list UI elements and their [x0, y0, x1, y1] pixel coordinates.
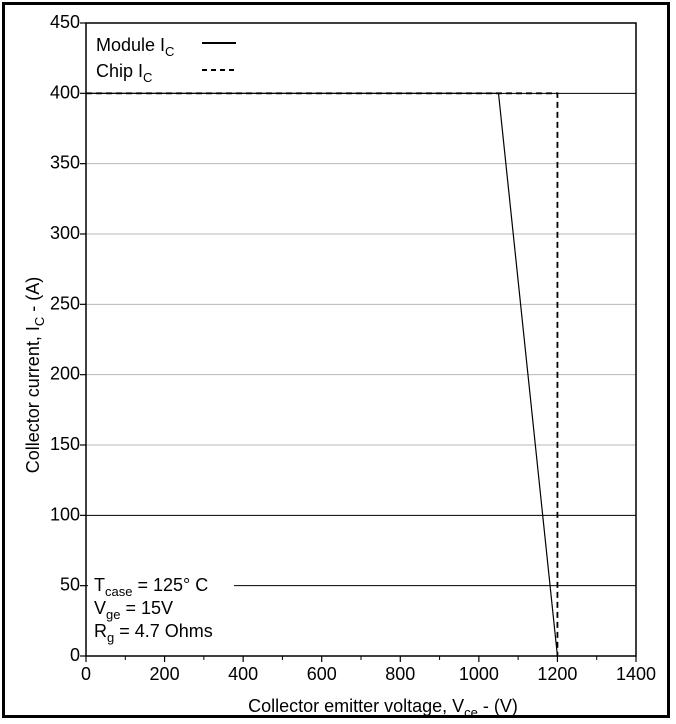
plot-area-border [85, 22, 637, 657]
x-axis-title: Collector emitter voltage, Vce - (V) [248, 696, 518, 720]
annotation-tcase: Tcase = 125° C [94, 575, 208, 599]
x-tick-label-600: 600 [307, 664, 337, 684]
y-tick-label-350: 350 [50, 153, 80, 173]
y-tick-label-450: 450 [50, 12, 80, 32]
y-tick-label-250: 250 [50, 293, 80, 313]
legend-chip-sub: C [143, 70, 152, 85]
y-tick-label-0: 0 [70, 645, 80, 665]
x-tick-label-800: 800 [385, 664, 415, 684]
annotation-background [88, 573, 234, 645]
legend: Module IC Chip IC [96, 35, 236, 85]
y-tick-label-300: 300 [50, 223, 80, 243]
x-tick-label-1400: 1400 [616, 664, 656, 684]
legend-module-label: Module I [96, 35, 165, 55]
annotation-rg: Rg = 4.7 Ohms [94, 621, 213, 645]
series-layer [86, 92, 559, 657]
y-tick-label-200: 200 [50, 364, 80, 384]
legend-chip-label: Chip I [96, 61, 143, 81]
legend-entry-module: Module IC [96, 35, 174, 59]
conditions-annotation: Tcase = 125° C Vge = 15V Rg = 4.7 Ohms [88, 573, 234, 645]
legend-module-sub: C [165, 44, 174, 59]
legend-entry-chip: Chip IC [96, 61, 152, 85]
y-tick-label-150: 150 [50, 434, 80, 454]
annotation-vge: Vge = 15V [94, 598, 173, 622]
x-tick-label-1000: 1000 [459, 664, 499, 684]
x-tick-label-1200: 1200 [537, 664, 577, 684]
grid-layer [86, 92, 636, 587]
y-tick-label-50: 50 [60, 575, 80, 595]
tick-layer: 0 200 400 600 800 1000 1200 1400 0 50 100 150 200 250… [50, 12, 656, 684]
chart-frame [2, 2, 670, 718]
x-tick-label-0: 0 [81, 664, 91, 684]
y-axis-title: Collector current, IC - (A) [23, 277, 47, 473]
x-tick-label-200: 200 [150, 664, 180, 684]
y-tick-label-400: 400 [50, 82, 80, 102]
y-tick-label-100: 100 [50, 504, 80, 524]
series-line-chip [86, 92, 559, 656]
x-tick-label-400: 400 [228, 664, 258, 684]
